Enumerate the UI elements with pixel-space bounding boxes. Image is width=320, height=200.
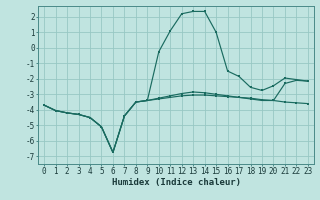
X-axis label: Humidex (Indice chaleur): Humidex (Indice chaleur)	[111, 178, 241, 187]
